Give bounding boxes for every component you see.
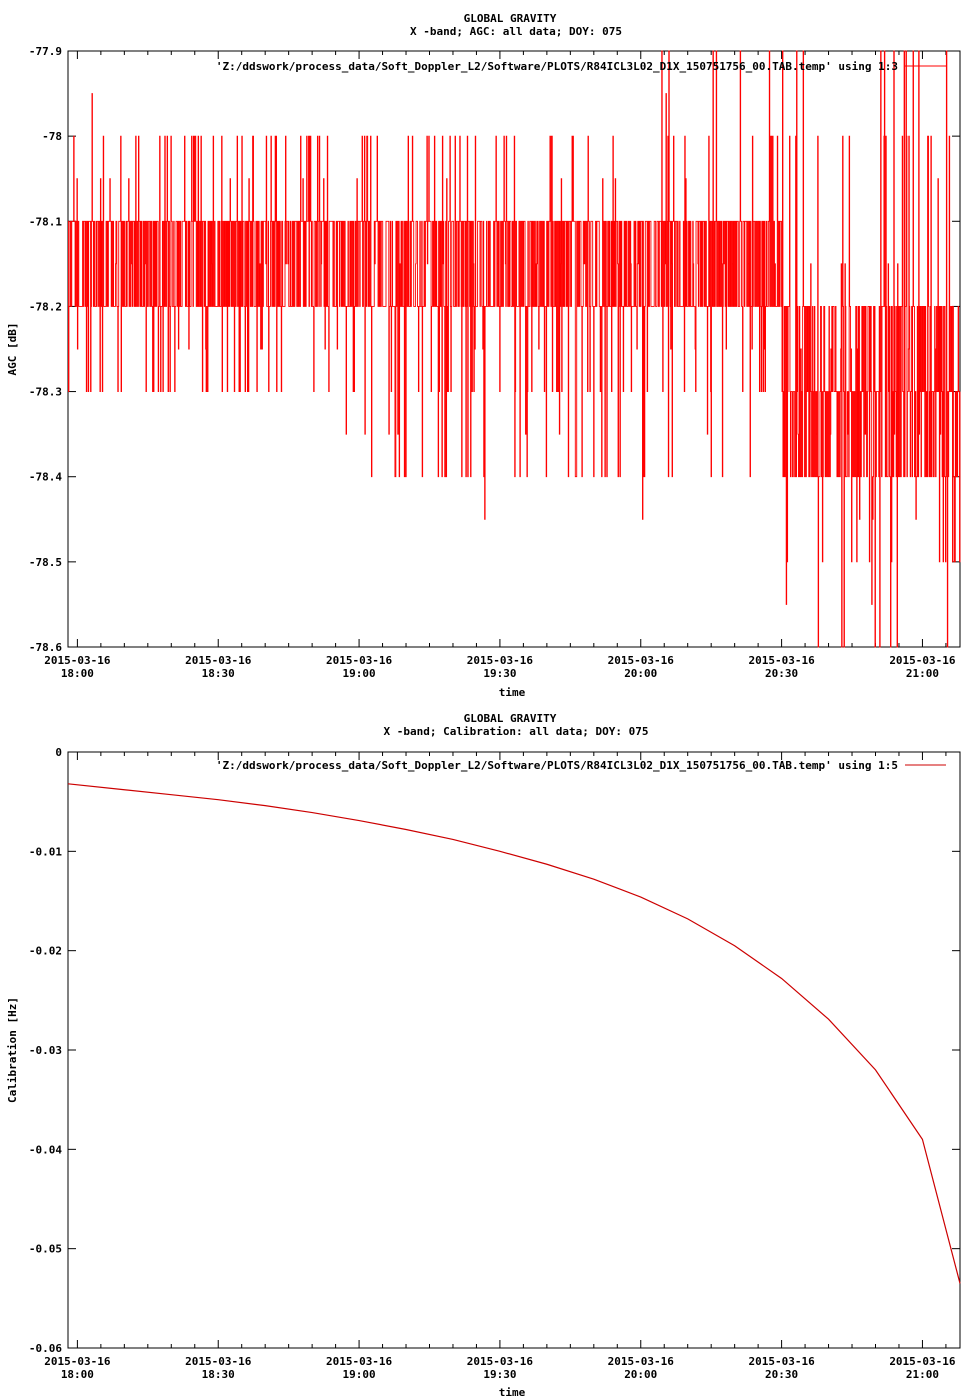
y-tick-label: -0.06 — [29, 1342, 62, 1355]
x-tick-date-label: 2015-03-16 — [889, 1355, 956, 1368]
agc-y-axis-label: AGC [dB] — [6, 323, 19, 376]
y-tick-label: -78 — [42, 130, 62, 143]
x-tick-date-label: 2015-03-16 — [748, 654, 815, 667]
calibration-chart-title: GLOBAL GRAVITY — [464, 712, 557, 725]
calibration-x-axis: 2015-03-1618:002015-03-1618:302015-03-16… — [44, 752, 956, 1381]
x-tick-time-label: 18:30 — [202, 1368, 235, 1381]
y-tick-label: -78.6 — [29, 641, 62, 654]
x-tick-time-label: 18:00 — [61, 1368, 94, 1381]
x-tick-date-label: 2015-03-16 — [44, 654, 111, 667]
calibration-line — [67, 783, 961, 1284]
x-tick-date-label: 2015-03-16 — [467, 1355, 534, 1368]
calibration-chart: GLOBAL GRAVITY X -band; Calibration: all… — [6, 712, 961, 1399]
agc-x-axis-label: time — [499, 686, 526, 699]
x-tick-time-label: 19:30 — [483, 1368, 516, 1381]
y-tick-label: -78.5 — [29, 556, 62, 569]
agc-chart-subtitle: X -band; AGC: all data; DOY: 075 — [410, 25, 622, 38]
x-tick-date-label: 2015-03-16 — [608, 654, 675, 667]
calibration-plot-frame — [67, 751, 961, 1349]
x-tick-time-label: 19:30 — [483, 667, 516, 680]
calibration-y-axis: 0 -0.01 -0.02 -0.03 -0.04 -0.05 -0.06 — [29, 746, 960, 1355]
x-tick-date-label: 2015-03-16 — [467, 654, 534, 667]
x-tick-date-label: 2015-03-16 — [889, 654, 956, 667]
agc-plot-frame — [67, 50, 961, 648]
y-tick-label: -78.3 — [29, 386, 62, 399]
agc-chart-title: GLOBAL GRAVITY — [464, 12, 557, 25]
y-tick-label: -77.9 — [29, 45, 62, 58]
x-tick-time-label: 20:00 — [624, 1368, 657, 1381]
x-tick-time-label: 18:30 — [202, 667, 235, 680]
y-tick-label: -78.4 — [29, 471, 62, 484]
y-tick-label: -0.03 — [29, 1044, 62, 1057]
y-tick-label: -0.01 — [29, 845, 62, 858]
agc-line — [68, 50, 961, 648]
agc-legend-label: 'Z:/ddswork/process_data/Soft_Doppler_L2… — [216, 60, 898, 73]
x-tick-date-label: 2015-03-16 — [185, 654, 252, 667]
y-tick-label: -78.2 — [29, 300, 62, 313]
x-tick-time-label: 18:00 — [61, 667, 94, 680]
x-tick-time-label: 20:30 — [765, 667, 798, 680]
x-tick-time-label: 20:30 — [765, 1368, 798, 1381]
agc-chart: GLOBAL GRAVITY X -band; AGC: all data; D… — [6, 12, 961, 699]
agc-series — [68, 50, 961, 648]
x-tick-date-label: 2015-03-16 — [185, 1355, 252, 1368]
calibration-chart-subtitle: X -band; Calibration: all data; DOY: 075 — [384, 725, 649, 738]
x-tick-date-label: 2015-03-16 — [326, 654, 393, 667]
calibration-x-axis-label: time — [499, 1386, 526, 1399]
y-tick-label: 0 — [55, 746, 62, 759]
y-tick-label: -0.02 — [29, 945, 62, 958]
x-tick-time-label: 21:00 — [906, 667, 939, 680]
x-tick-time-label: 21:00 — [906, 1368, 939, 1381]
y-tick-label: -0.04 — [29, 1143, 62, 1156]
agc-x-axis: 2015-03-1618:002015-03-1618:302015-03-16… — [44, 51, 956, 680]
y-tick-label: -78.1 — [29, 215, 62, 228]
x-tick-date-label: 2015-03-16 — [44, 1355, 111, 1368]
calibration-series — [67, 783, 961, 1284]
x-tick-date-label: 2015-03-16 — [608, 1355, 675, 1368]
x-tick-time-label: 19:00 — [343, 1368, 376, 1381]
calibration-y-axis-label: Calibration [Hz] — [6, 997, 19, 1103]
x-tick-date-label: 2015-03-16 — [748, 1355, 815, 1368]
x-tick-date-label: 2015-03-16 — [326, 1355, 393, 1368]
y-tick-label: -0.05 — [29, 1243, 62, 1256]
x-tick-time-label: 20:00 — [624, 667, 657, 680]
x-tick-time-label: 19:00 — [343, 667, 376, 680]
calibration-legend-label: 'Z:/ddswork/process_data/Soft_Doppler_L2… — [216, 759, 898, 772]
